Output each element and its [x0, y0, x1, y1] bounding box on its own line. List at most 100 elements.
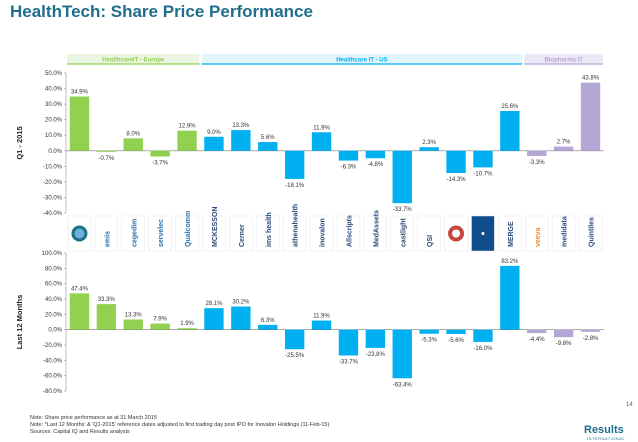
data-label-ltm-14: -5.3%	[421, 338, 437, 344]
data-label-ltm-4: 7.9%	[153, 317, 167, 323]
company-logo-box	[417, 215, 441, 252]
footnote-3: Sources: Capital IQ and Results analysis	[30, 429, 130, 435]
company-logo-text: ims health	[266, 212, 273, 247]
company-logo-text: veeva	[535, 227, 542, 247]
data-label-ltm-16: -16.0%	[473, 346, 493, 352]
company-logo-text: servelec	[158, 219, 165, 247]
bar-ltm-10	[311, 320, 332, 330]
bar-ltm-9	[284, 329, 305, 350]
y-tick-label: -40.0%	[43, 211, 63, 217]
y-tick-label: 40.0%	[45, 297, 63, 303]
bar-q1-8	[258, 142, 278, 151]
data-label-q1-2: -0.7%	[99, 156, 115, 162]
data-label-ltm-3: 13.3%	[125, 312, 143, 318]
data-label-ltm-9: -25.5%	[285, 353, 305, 359]
bar-q1-12	[365, 150, 386, 159]
y-tick-label: -20.0%	[43, 343, 63, 349]
company-logo-box	[282, 215, 307, 252]
company-logo-text: Allscripts	[346, 215, 353, 247]
bar-ltm-16	[473, 329, 493, 342]
bar-q1-19	[553, 146, 574, 151]
company-logo-text: emis	[104, 231, 111, 247]
data-label-q1-14: 2.3%	[422, 140, 436, 146]
y-tick-label: 40.0%	[45, 87, 63, 93]
data-label-ltm-13: -63.4%	[393, 382, 413, 388]
data-label-q1-7: 13.3%	[232, 123, 250, 129]
data-label-ltm-7: 30.2%	[232, 300, 250, 306]
company-logo-text: Quintiles	[589, 217, 596, 247]
bar-q1-15	[446, 150, 466, 174]
y-axis-title: Last 12 Months	[15, 295, 24, 350]
bar-ltm-14	[419, 329, 439, 334]
company-logo-box	[256, 215, 280, 252]
data-label-q1-12: -4.8%	[368, 162, 384, 168]
bar-q1-1	[69, 96, 90, 151]
y-tick-label: 80.0%	[45, 266, 63, 272]
company-logo-box	[121, 215, 145, 252]
bar-q1-9	[284, 150, 305, 179]
y-tick-label: 50.0%	[45, 71, 63, 77]
page-title: HealthTech: Share Price Performance	[10, 2, 313, 21]
group-header-band	[524, 54, 603, 64]
group-header-label: Healthcare IT - US	[336, 58, 387, 64]
bar-q1-3	[123, 138, 143, 151]
data-label-q1-15: -14.3%	[447, 177, 467, 183]
bar-q1-17	[500, 110, 520, 151]
y-tick-label: 60.0%	[45, 282, 63, 288]
data-label-ltm-17: 83.2%	[501, 259, 519, 265]
bar-q1-14	[419, 147, 439, 151]
company-logo-box	[525, 215, 549, 252]
group-header-label: Biopharma IT	[544, 58, 583, 64]
footnote-2: Note: *Last 12 Months' & 'Q1-2015' refer…	[30, 422, 330, 428]
brand-logo: Results	[584, 424, 624, 436]
data-label-q1-17: 25.6%	[501, 104, 519, 110]
company-logo-mark	[481, 232, 485, 235]
bar-q1-10	[311, 132, 332, 151]
company-logo-text: Qualcomm	[185, 211, 192, 247]
bar-q1-16	[473, 150, 493, 168]
company-logo-box	[202, 215, 226, 252]
company-logo-box	[390, 215, 414, 252]
y-tick-label: 100.0%	[42, 251, 63, 257]
company-logo-text: QSI	[427, 235, 434, 247]
bar-ltm-15	[446, 329, 466, 334]
bar-ltm-4	[150, 323, 170, 330]
group-header-band	[201, 54, 523, 64]
company-logo-text: cegedim	[131, 219, 138, 247]
bar-ltm-17	[500, 265, 520, 330]
company-logo-text: inovalon	[320, 218, 327, 247]
data-label-q1-11: -6.3%	[341, 165, 357, 171]
bar-ltm-6	[204, 308, 224, 330]
company-logo-box	[498, 215, 522, 252]
company-logo-box	[175, 215, 199, 252]
bar-q1-7	[231, 130, 251, 151]
y-tick-label: -80.0%	[43, 389, 63, 395]
bar-ltm-2	[96, 304, 117, 330]
company-logo-mark	[74, 228, 85, 239]
company-logo-box	[309, 215, 334, 252]
company-logo-box	[363, 215, 388, 252]
brand-subtitle: INTERNATIONAL	[587, 436, 626, 441]
bar-q1-20	[580, 82, 601, 151]
y-tick-label: 20.0%	[45, 312, 63, 318]
footnote-1: Note: Share price performance as at 31 M…	[30, 415, 157, 421]
group-header-label: HealthcareIT - Europe	[102, 58, 165, 64]
bar-ltm-12	[365, 329, 386, 348]
y-tick-label: -40.0%	[43, 358, 63, 364]
bar-ltm-3	[123, 319, 143, 330]
data-label-ltm-11: -33.7%	[339, 360, 359, 366]
data-label-q1-19: 2.7%	[557, 140, 571, 146]
company-logo-text: medidata	[562, 216, 569, 247]
bar-q1-18	[527, 150, 547, 156]
company-logo-box	[336, 215, 361, 252]
bar-ltm-7	[231, 306, 251, 330]
bar-q1-13	[392, 150, 412, 204]
data-label-ltm-15: -5.6%	[448, 338, 464, 344]
group-header-band	[67, 54, 200, 64]
data-label-q1-16: -10.7%	[473, 171, 493, 177]
data-label-q1-20: 43.8%	[582, 76, 600, 82]
company-logo-box	[229, 215, 253, 252]
data-label-ltm-5: 1.9%	[180, 321, 194, 327]
company-logo-text: castlight	[400, 218, 407, 247]
